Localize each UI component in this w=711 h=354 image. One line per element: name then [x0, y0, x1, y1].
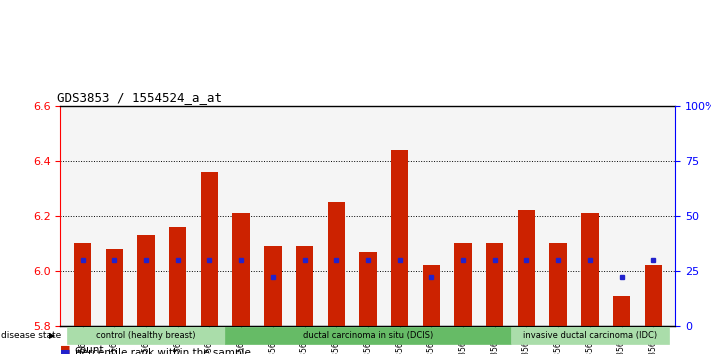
Bar — [137, 235, 155, 326]
Bar — [296, 246, 314, 326]
Text: ▶: ▶ — [49, 331, 55, 340]
Bar — [550, 244, 567, 326]
Bar — [391, 150, 408, 326]
Text: ductal carcinoma in situ (DCIS): ductal carcinoma in situ (DCIS) — [303, 331, 433, 340]
Bar — [328, 202, 345, 326]
Bar — [225, 327, 510, 344]
Bar — [359, 252, 377, 326]
Bar — [201, 172, 218, 326]
Text: ■: ■ — [60, 348, 71, 354]
Bar — [74, 244, 91, 326]
Bar — [454, 244, 472, 326]
Text: GDS3853 / 1554524_a_at: GDS3853 / 1554524_a_at — [58, 91, 223, 104]
Bar — [232, 213, 250, 326]
Text: disease state: disease state — [1, 331, 62, 340]
Bar — [106, 249, 123, 326]
Bar — [169, 227, 186, 326]
Bar — [486, 244, 503, 326]
Text: percentile rank within the sample: percentile rank within the sample — [75, 348, 250, 354]
Bar — [264, 246, 282, 326]
Bar — [613, 296, 630, 326]
Text: count: count — [75, 345, 104, 354]
Bar — [645, 266, 662, 326]
Text: control (healthy breast): control (healthy breast) — [96, 331, 196, 340]
Bar — [510, 327, 669, 344]
Text: ■: ■ — [60, 345, 71, 354]
Text: invasive ductal carcinoma (IDC): invasive ductal carcinoma (IDC) — [523, 331, 657, 340]
Bar — [67, 327, 225, 344]
Bar — [581, 213, 599, 326]
Bar — [422, 266, 440, 326]
Bar — [518, 211, 535, 326]
